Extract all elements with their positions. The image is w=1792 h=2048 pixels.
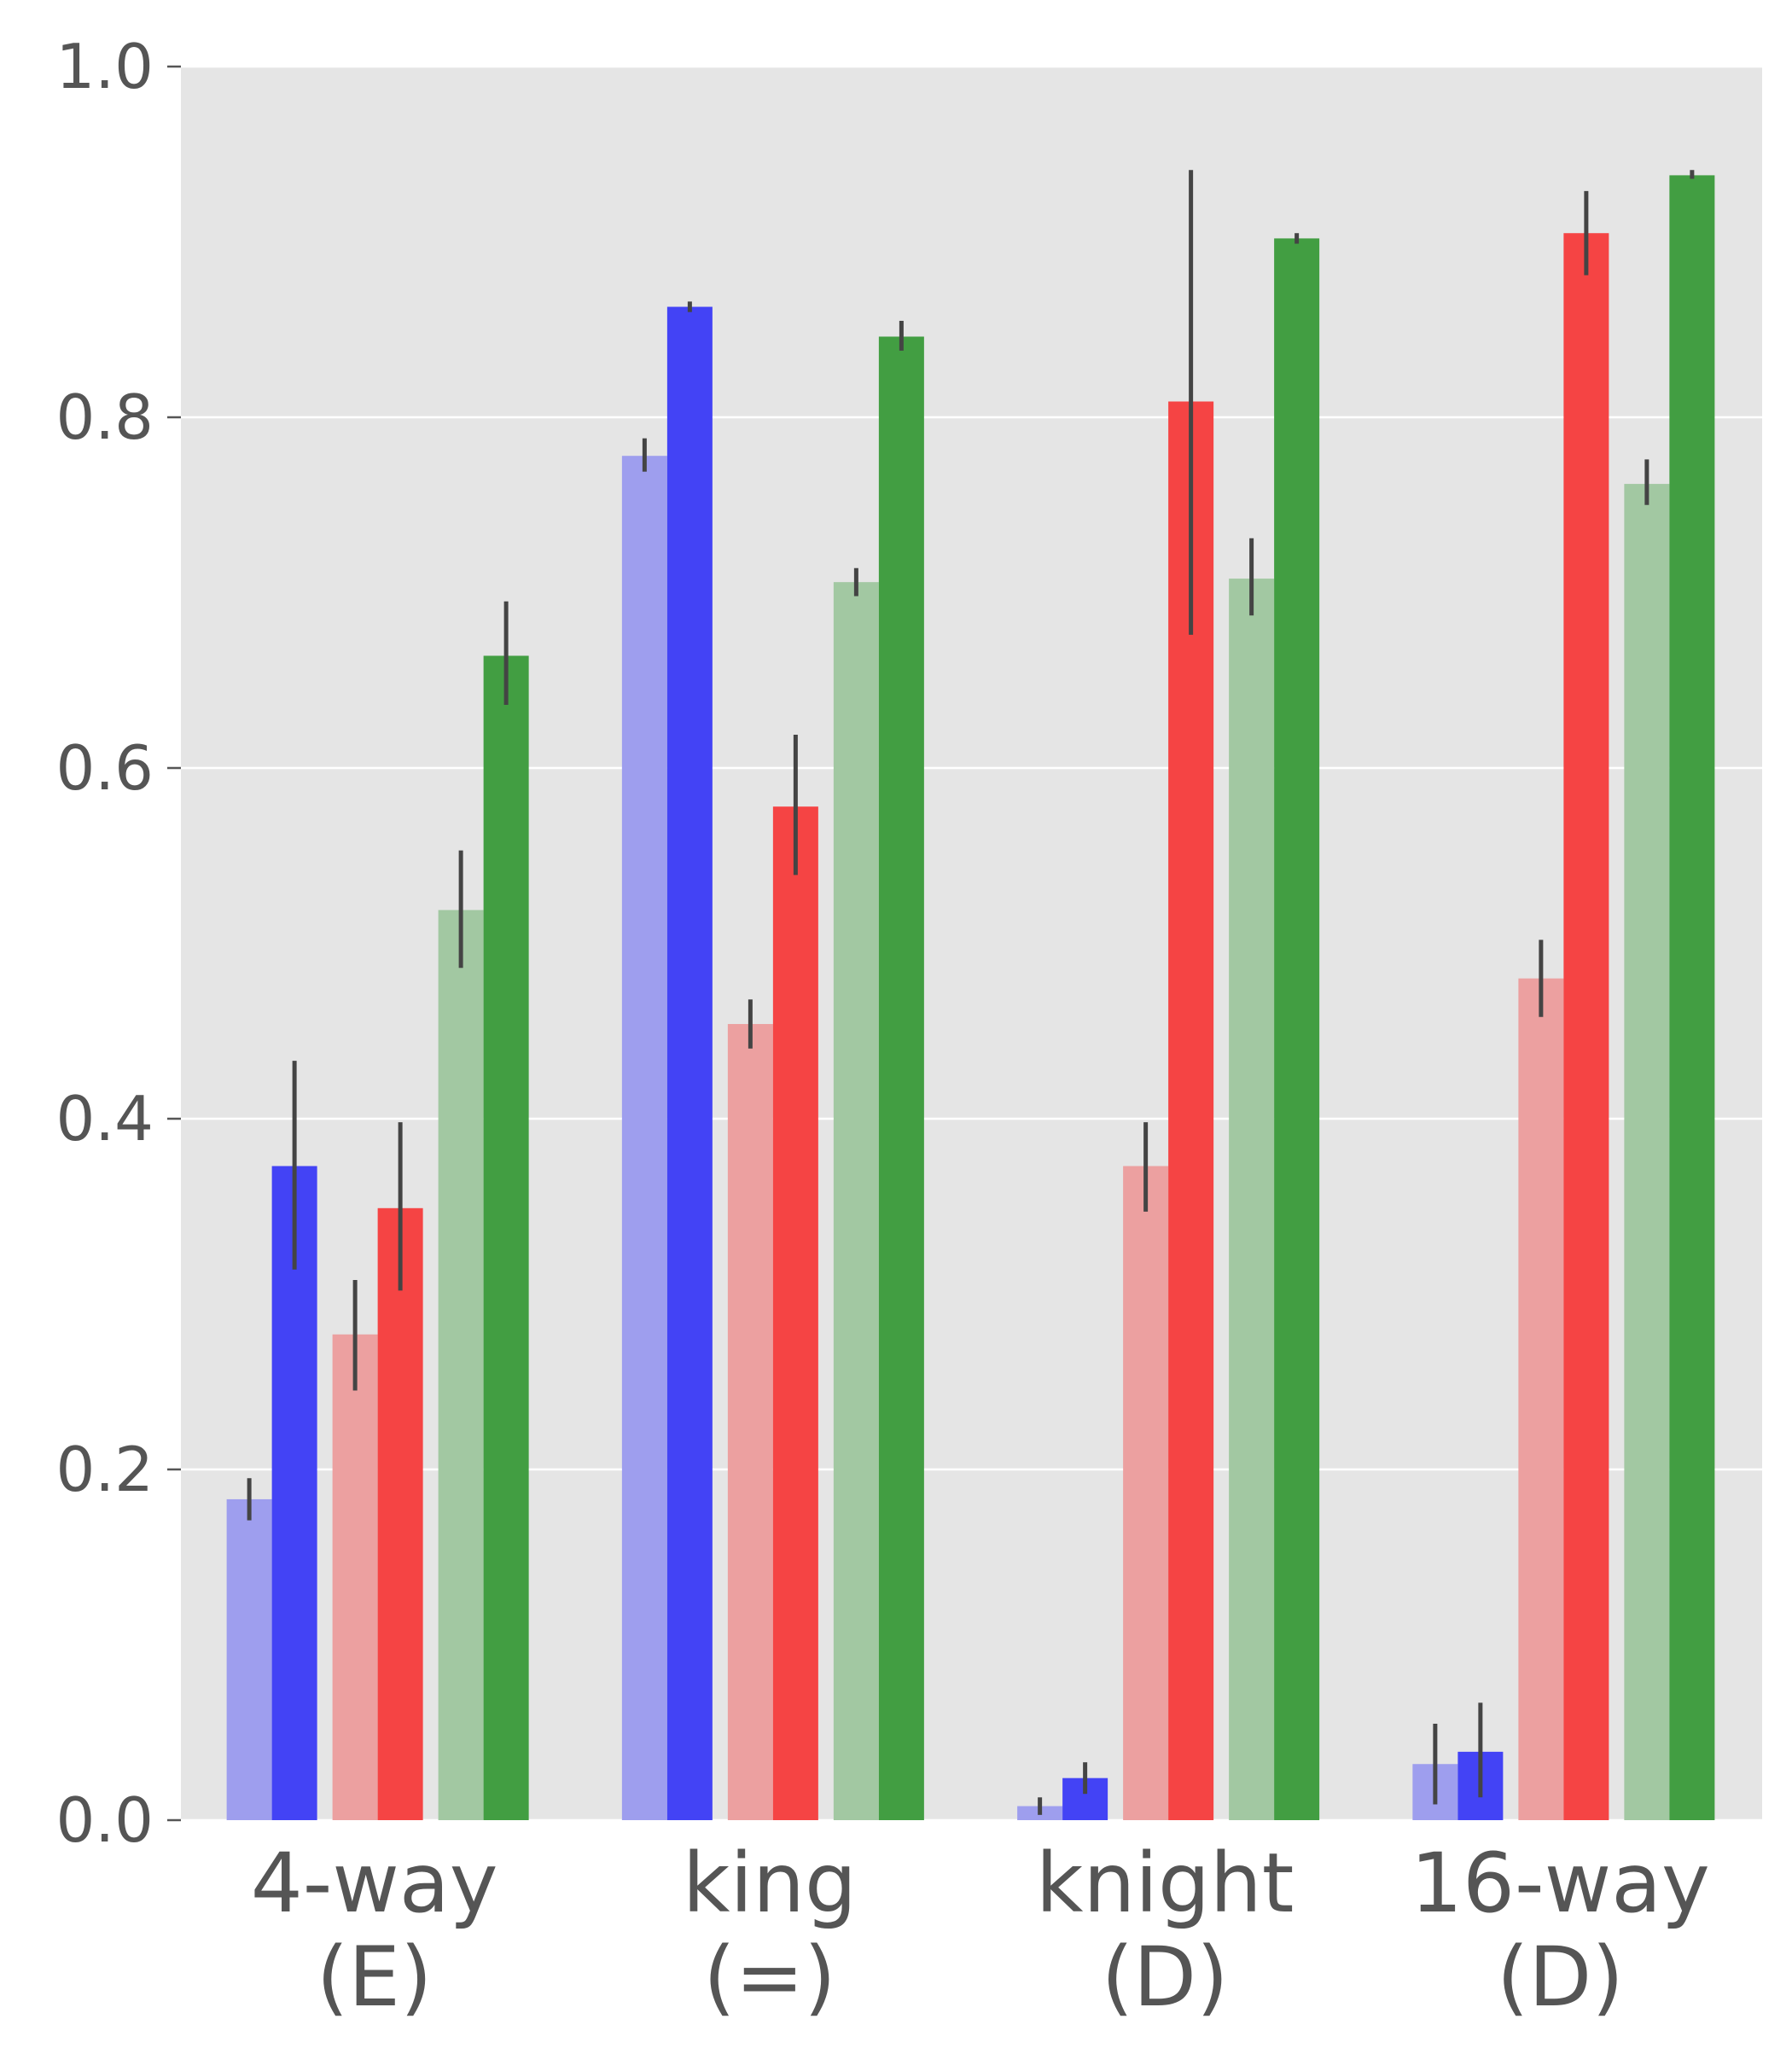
error-bars-group xyxy=(247,170,1695,1815)
bar xyxy=(1229,579,1275,1820)
y-tick-label: 0.8 xyxy=(55,381,154,453)
bar xyxy=(772,806,818,1821)
x-tick-label: king xyxy=(683,1836,857,1931)
y-tick-label: 0.4 xyxy=(55,1083,154,1155)
x-tick-label: 16-way xyxy=(1411,1836,1710,1931)
bar xyxy=(1624,484,1670,1820)
bar xyxy=(438,910,484,1820)
bar xyxy=(878,336,924,1821)
y-tick-label: 0.2 xyxy=(55,1434,154,1505)
bars-group xyxy=(226,175,1715,1821)
bar xyxy=(377,1207,423,1820)
bar xyxy=(1123,1166,1169,1820)
bar xyxy=(1669,175,1715,1820)
x-tick-label: (E) xyxy=(317,1929,433,2025)
bar xyxy=(833,582,879,1821)
x-tick-label: (=) xyxy=(703,1929,835,2025)
x-tick-label: 4-way xyxy=(251,1836,498,1931)
bar xyxy=(1274,238,1320,1820)
bar xyxy=(1518,978,1564,1820)
y-tick-label: 0.0 xyxy=(55,1784,154,1856)
y-axis: 0.0 0.2 0.4 0.6 0.8 1.0 xyxy=(55,31,181,1856)
x-axis: 4-way(E)king(=)knight(D)16-way(D) xyxy=(251,1836,1710,2025)
bar xyxy=(727,1024,773,1820)
x-tick-label: knight xyxy=(1036,1836,1295,1931)
bar xyxy=(666,306,713,1820)
y-tick-label: 0.6 xyxy=(55,732,154,804)
bar xyxy=(1563,233,1609,1821)
bar xyxy=(332,1334,378,1820)
bar xyxy=(621,456,667,1821)
bar xyxy=(483,655,529,1820)
bar xyxy=(226,1498,272,1820)
x-tick-label: (D) xyxy=(1497,1929,1624,2025)
y-tick-label: 1.0 xyxy=(55,31,154,102)
bar xyxy=(271,1166,317,1820)
bar xyxy=(1168,401,1214,1820)
x-tick-label: (D) xyxy=(1102,1929,1229,2025)
